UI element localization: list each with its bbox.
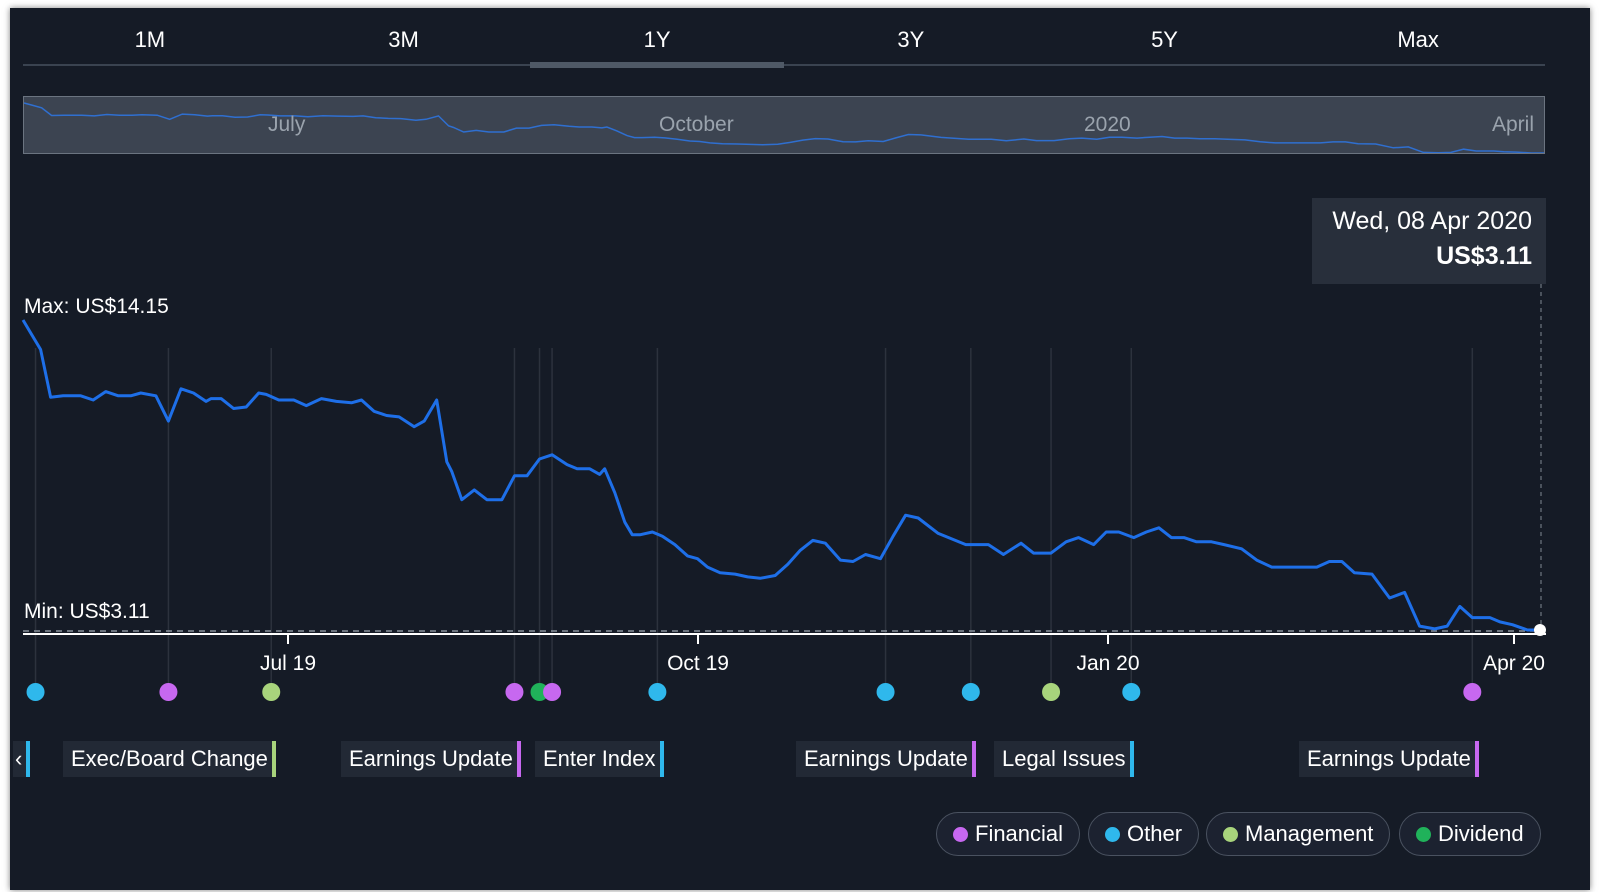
event-category-bar [271,741,276,777]
event-marker-management[interactable] [1042,683,1061,701]
event-label-text: Legal Issues [1002,746,1126,771]
event-marker-other[interactable] [1122,683,1141,701]
event-label-text: Enter Index [543,746,656,771]
event-label[interactable]: Legal Issues [994,741,1134,777]
event-marker-other[interactable] [961,683,980,701]
event-label[interactable]: Earnings Update [796,741,976,777]
legend-dot-icon [953,827,968,842]
navigator-label-2020: 2020 [1084,113,1131,136]
event-label[interactable]: Earnings Update [341,741,521,777]
event-category-bar [1474,741,1479,777]
cursor-point [1534,624,1546,636]
tooltip-date: Wed, 08 Apr 2020 [1332,207,1532,235]
event-label[interactable]: Enter Index [535,741,664,777]
tab-1y[interactable]: 1Y [530,8,784,68]
event-marker-financial[interactable] [159,683,178,701]
event-marker-financial[interactable] [505,683,524,701]
event-marker-other[interactable] [648,683,667,701]
event-category-bar [1129,741,1134,777]
x-tick-label: Jul 19 [260,652,316,675]
event-category-bar [26,741,31,777]
range-navigator[interactable]: July October 2020 April [23,96,1545,154]
tab-3m[interactable]: 3M [388,27,419,52]
event-label-text: Earnings Update [804,746,968,771]
event-label[interactable]: Earnings Update [1299,741,1479,777]
navigator-sparkline [24,102,1544,153]
legend-dot-icon [1223,827,1238,842]
event-label-text: Exec/Board Change [71,746,268,771]
tab-1m[interactable]: 1M [134,27,166,52]
tooltip-price: US$3.11 [1436,242,1532,270]
legend-label: Management [1245,821,1374,846]
event-category-bar [659,741,664,777]
navigator-label-april: April [1492,113,1535,136]
legend-label: Financial [975,821,1064,846]
x-tick-label: Oct 19 [667,652,729,675]
event-category-bar [971,741,976,777]
x-tick-label: Apr 20 [1483,652,1545,675]
event-label[interactable]: Exec/Board Change [63,741,276,777]
tab-3y[interactable]: 3Y [897,27,925,52]
event-marker-financial[interactable] [1463,683,1482,701]
navigator-label-october: October [659,113,734,136]
legend-label: Dividend [1438,821,1524,846]
tab-5y[interactable]: 5Y [1151,27,1178,52]
price-chart[interactable]: Jul 19 Oct 19 Jan 20 Apr 20 Max: US$14.15 Min… [10,8,1590,890]
event-marker-dividend[interactable] [530,683,549,701]
event-label-text: Earnings Update [349,746,513,771]
range-tabs: 1M 3M 1Y 3Y 5Y Max [23,8,1545,68]
price-tooltip: Wed, 08 Apr 2020 US$3.11 [1312,198,1546,284]
legend-item-financial[interactable]: Financial [936,812,1081,856]
max-label: Max: US$14.15 [24,295,169,318]
legend-item-management[interactable]: Management [1206,812,1391,856]
event-marker-other[interactable] [26,683,45,701]
legend-item-dividend[interactable]: Dividend [1399,812,1541,856]
event-marker-management[interactable] [262,683,281,701]
event-marker-financial[interactable] [543,683,562,701]
legend-dot-icon [1416,827,1431,842]
event-category-bar [516,741,521,777]
legend-dot-icon [1105,827,1120,842]
event-label-text: Earnings Update [1307,746,1471,771]
event-label-text: ‹ [15,746,23,771]
event-label[interactable]: ‹ [13,741,31,777]
price-line-series [21,319,1540,632]
min-label: Min: US$3.11 [24,600,150,623]
legend-label: Other [1127,821,1183,846]
chart-frame: 1M 3M 1Y 3Y 5Y Max July October 2020 Apr… [10,8,1590,890]
x-tick-label: Jan 20 [1076,652,1139,675]
legend-item-other[interactable]: Other [1088,812,1200,856]
navigator-label-july: July [268,113,306,136]
navigator-line [24,102,1544,153]
tab-max[interactable]: Max [1397,27,1439,52]
event-marker-other[interactable] [876,683,895,701]
